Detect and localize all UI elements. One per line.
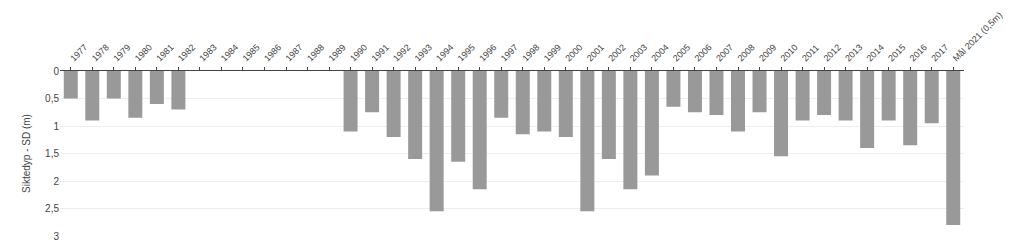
svg-text:2003: 2003 [628,42,649,63]
svg-text:1: 1 [53,121,59,132]
svg-text:2009: 2009 [757,42,778,63]
svg-text:1991: 1991 [370,42,391,63]
svg-text:Mål 2021 (0,5m): Mål 2021 (0,5m) [951,10,1004,63]
svg-text:1984: 1984 [219,42,240,63]
svg-text:1987: 1987 [284,42,305,63]
svg-text:2012: 2012 [822,42,843,63]
svg-text:2007: 2007 [714,42,735,63]
svg-text:1996: 1996 [477,42,498,63]
svg-text:1997: 1997 [499,42,520,63]
svg-text:1985: 1985 [240,42,261,63]
svg-text:1988: 1988 [305,42,326,63]
svg-text:1990: 1990 [348,42,369,63]
svg-text:1983: 1983 [197,42,218,63]
svg-text:2006: 2006 [692,42,713,63]
svg-text:2008: 2008 [736,42,757,63]
svg-text:1980: 1980 [133,42,154,63]
svg-text:2015: 2015 [886,42,907,63]
svg-text:2017: 2017 [929,42,950,63]
svg-text:1982: 1982 [176,42,197,63]
svg-text:2011: 2011 [800,43,821,64]
svg-text:2004: 2004 [649,42,670,63]
svg-text:1989: 1989 [327,42,348,63]
svg-text:2: 2 [53,176,59,187]
svg-text:1979: 1979 [111,42,132,63]
svg-text:2010: 2010 [779,42,800,63]
svg-text:1998: 1998 [520,42,541,63]
svg-text:Siktedyp - SD (m): Siktedyp - SD (m) [21,114,32,193]
svg-text:1978: 1978 [90,42,111,63]
svg-text:2005: 2005 [671,42,692,63]
svg-text:3: 3 [53,231,59,242]
svg-text:2014: 2014 [865,42,886,63]
svg-text:0,5: 0,5 [45,93,59,104]
svg-text:1993: 1993 [413,42,434,63]
svg-text:2002: 2002 [606,42,627,63]
svg-text:2000: 2000 [563,42,584,63]
svg-text:2013: 2013 [843,42,864,63]
svg-text:1977: 1977 [68,42,89,63]
svg-text:1,5: 1,5 [45,148,59,159]
svg-text:2016: 2016 [908,42,929,63]
svg-text:1999: 1999 [542,42,563,63]
svg-text:1992: 1992 [391,42,412,63]
svg-text:1994: 1994 [434,42,455,63]
svg-text:1986: 1986 [262,42,283,63]
svg-text:2,5: 2,5 [45,203,59,214]
svg-text:1995: 1995 [456,42,477,63]
svg-text:1981: 1981 [154,42,175,63]
svg-text:2001: 2001 [585,42,606,63]
svg-text:0: 0 [53,66,59,77]
